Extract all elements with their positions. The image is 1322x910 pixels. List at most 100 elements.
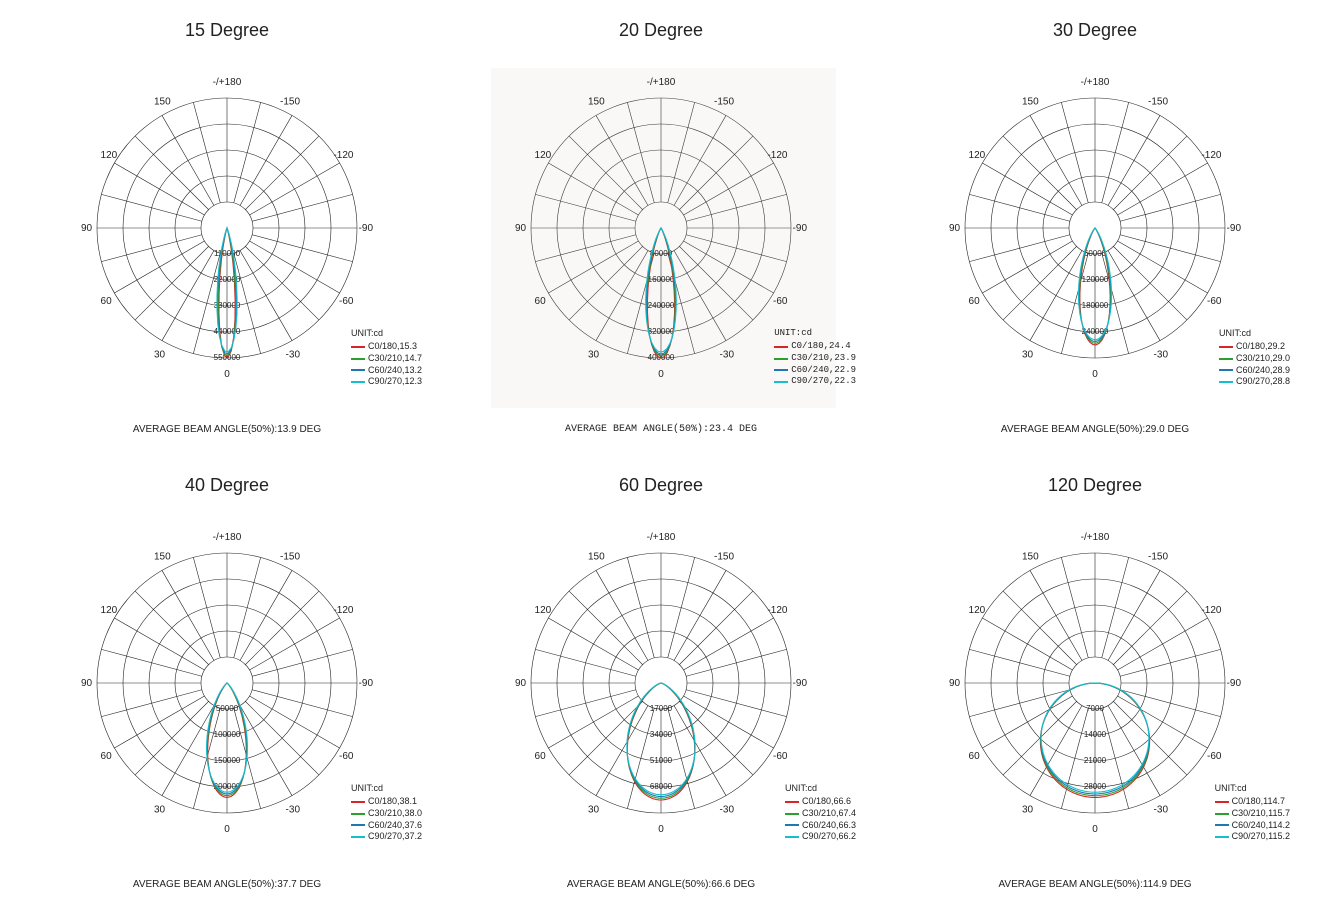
- svg-text:180000: 180000: [1082, 301, 1109, 310]
- legend-row: C30/210,29.0: [1219, 353, 1290, 365]
- charts-grid: 15 Degree -/+180 -150 150 -120 120 -90 90 -60 60 -…: [20, 20, 1302, 890]
- legend-label: C60/240,66.3: [802, 820, 856, 832]
- legend-label: C0/180,66.6: [802, 796, 851, 808]
- legend-swatch: [774, 346, 788, 348]
- svg-text:150: 150: [154, 97, 171, 108]
- svg-text:150: 150: [1022, 552, 1039, 563]
- svg-text:-120: -120: [1201, 150, 1221, 161]
- legend-swatch: [785, 801, 799, 803]
- svg-text:0: 0: [224, 824, 230, 835]
- chart-footer: AVERAGE BEAM ANGLE(50%):37.7 DEG: [133, 879, 321, 890]
- svg-text:110000: 110000: [214, 249, 241, 258]
- svg-text:-150: -150: [280, 552, 300, 563]
- legend-label: C90/270,28.8: [1236, 376, 1290, 388]
- svg-text:30: 30: [1022, 349, 1034, 360]
- svg-text:-30: -30: [286, 349, 301, 360]
- svg-text:0: 0: [1092, 824, 1098, 835]
- svg-text:-90: -90: [359, 678, 374, 689]
- legend-unit: UNIT:cd: [1219, 328, 1290, 340]
- legend-swatch: [774, 358, 788, 360]
- legend-row: C0/180,15.3: [351, 341, 422, 353]
- legend-row: C90/270,22.3: [774, 376, 856, 388]
- chart-cell: 20 Degree-/+180-150150-120120-9090-6060-…: [454, 20, 868, 435]
- legend-label: C60/240,28.9: [1236, 365, 1290, 377]
- legend-unit: UNIT:cd: [774, 328, 856, 340]
- legend-row: C90/270,115.2: [1215, 831, 1290, 843]
- svg-text:-/+180: -/+180: [1081, 532, 1110, 543]
- svg-text:21000: 21000: [1084, 756, 1107, 765]
- svg-text:60: 60: [969, 751, 981, 762]
- legend-swatch: [351, 836, 365, 838]
- svg-text:-150: -150: [1148, 552, 1168, 563]
- svg-text:-90: -90: [359, 223, 374, 234]
- svg-text:120: 120: [535, 605, 552, 616]
- svg-text:120: 120: [101, 150, 118, 161]
- svg-text:14000: 14000: [1084, 730, 1107, 739]
- legend-swatch: [1215, 836, 1229, 838]
- svg-text:0: 0: [658, 369, 664, 380]
- svg-text:90: 90: [949, 223, 961, 234]
- chart-cell: 60 Degree-/+180-150150-120120-9090-6060-…: [454, 475, 868, 890]
- chart-cell: 120 Degree-/+180-150150-120120-9090-6060…: [888, 475, 1302, 890]
- legend-label: C60/240,114.2: [1232, 820, 1290, 832]
- legend-row: C30/210,67.4: [785, 808, 856, 820]
- svg-text:60: 60: [101, 296, 113, 307]
- svg-text:120: 120: [969, 605, 986, 616]
- legend-row: C30/210,38.0: [351, 808, 422, 820]
- legend-label: C60/240,22.9: [791, 365, 856, 377]
- svg-text:-/+180: -/+180: [213, 77, 242, 88]
- svg-text:-60: -60: [1207, 751, 1222, 762]
- chart-wrap: -/+180-150150-120120-9090-6060-303001700…: [486, 508, 836, 873]
- legend-label: C90/270,66.2: [802, 831, 856, 843]
- legend-label: C90/270,115.2: [1232, 831, 1290, 843]
- svg-text:30: 30: [588, 349, 600, 360]
- svg-text:-30: -30: [286, 804, 301, 815]
- legend-row: C60/240,114.2: [1215, 820, 1290, 832]
- svg-text:-/+180: -/+180: [213, 532, 242, 543]
- svg-text:-30: -30: [1154, 349, 1169, 360]
- svg-text:-30: -30: [720, 804, 735, 815]
- svg-text:90: 90: [81, 678, 93, 689]
- legend-row: C0/180,66.6: [785, 796, 856, 808]
- chart-wrap: -/+180-150150-120120-9090-6060-303008000…: [486, 53, 836, 418]
- legend-unit: UNIT:cd: [785, 783, 856, 795]
- svg-text:-120: -120: [767, 605, 787, 616]
- legend-label: C60/240,13.2: [368, 365, 422, 377]
- svg-text:440000: 440000: [214, 327, 241, 336]
- svg-text:90: 90: [81, 223, 93, 234]
- svg-text:150: 150: [588, 97, 605, 108]
- legend-label: C30/210,38.0: [368, 808, 422, 820]
- svg-text:0: 0: [224, 369, 230, 380]
- legend-swatch: [785, 824, 799, 826]
- chart-title: 60 Degree: [619, 475, 703, 496]
- svg-text:150: 150: [154, 552, 171, 563]
- legend-label: C0/180,24.4: [791, 341, 850, 353]
- legend-swatch: [1219, 358, 1233, 360]
- chart-footer: AVERAGE BEAM ANGLE(50%):13.9 DEG: [133, 424, 321, 435]
- svg-text:-60: -60: [773, 296, 788, 307]
- svg-text:60: 60: [535, 296, 547, 307]
- legend-swatch: [774, 369, 788, 371]
- chart-title: 15 Degree: [185, 20, 269, 41]
- legend-label: C0/180,114.7: [1232, 796, 1285, 808]
- svg-text:150: 150: [1022, 97, 1039, 108]
- svg-text:30: 30: [154, 349, 166, 360]
- chart-cell: 30 Degree-/+180-150150-120120-9090-6060-…: [888, 20, 1302, 435]
- svg-text:150: 150: [588, 552, 605, 563]
- chart-wrap: -/+180-150150-120120-9090-6060-303006000…: [920, 53, 1270, 418]
- chart-title: 120 Degree: [1048, 475, 1142, 496]
- chart-footer: AVERAGE BEAM ANGLE(50%):66.6 DEG: [567, 879, 755, 890]
- legend-row: C60/240,22.9: [774, 365, 856, 377]
- legend-swatch: [351, 346, 365, 348]
- legend-row: C0/180,114.7: [1215, 796, 1290, 808]
- legend-label: C30/210,29.0: [1236, 353, 1290, 365]
- legend-label: C0/180,38.1: [368, 796, 417, 808]
- svg-text:150000: 150000: [214, 756, 241, 765]
- svg-text:90: 90: [515, 678, 527, 689]
- svg-text:-150: -150: [714, 552, 734, 563]
- svg-text:240000: 240000: [648, 301, 675, 310]
- svg-text:-/+180: -/+180: [647, 532, 676, 543]
- chart-title: 20 Degree: [619, 20, 703, 41]
- chart-legend: UNIT:cdC0/180,15.3C30/210,14.7C60/240,13…: [351, 328, 422, 388]
- svg-text:-30: -30: [720, 349, 735, 360]
